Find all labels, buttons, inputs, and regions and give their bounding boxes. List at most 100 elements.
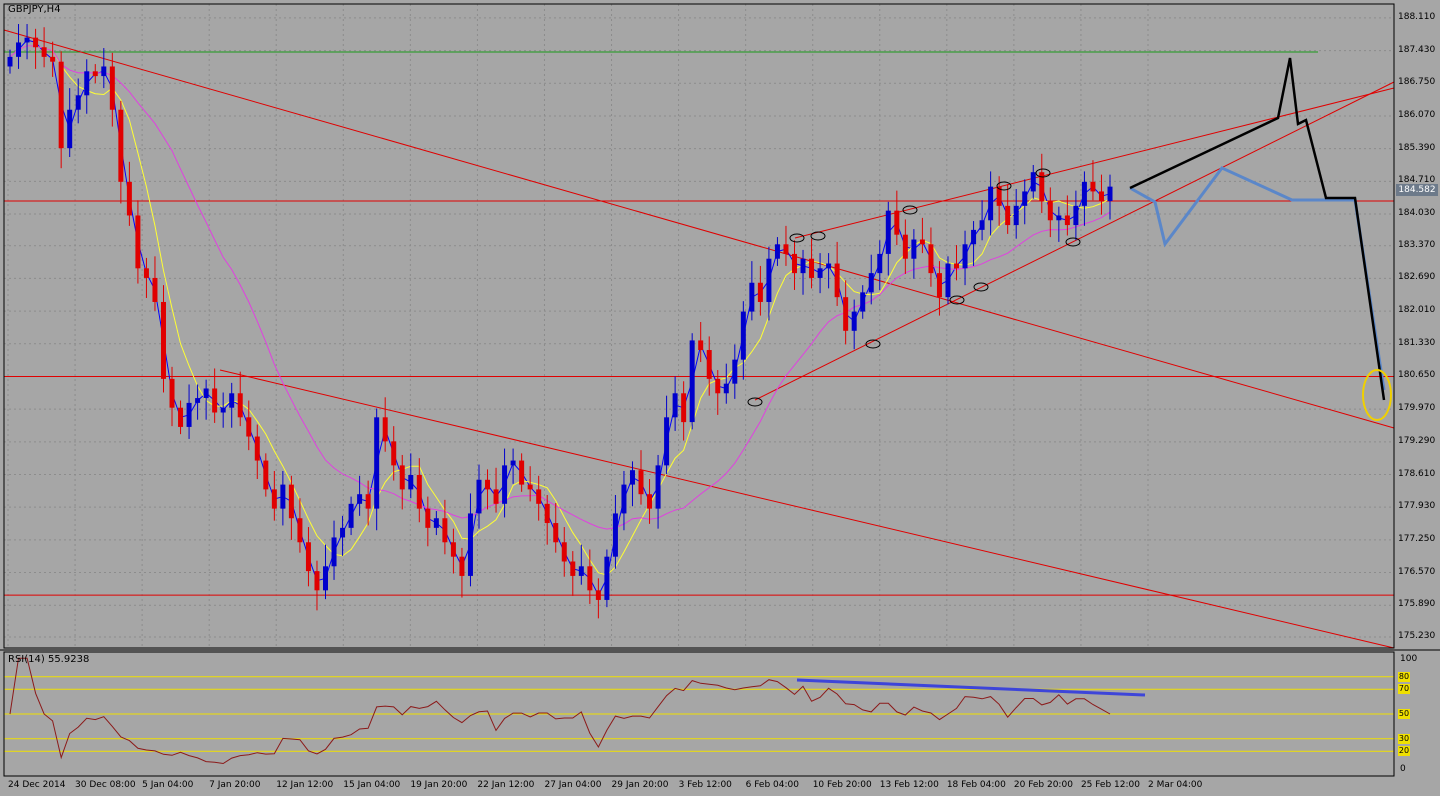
candle-body [587,566,593,591]
candle-body [809,258,815,278]
candle-body [510,460,516,466]
candle-body [749,282,755,312]
time-tick-label: 10 Feb 20:00 [812,780,872,790]
rsi-divergence-line [796,678,1146,697]
candle-body [391,441,397,466]
candle-body [672,393,678,418]
candle-body [314,571,320,591]
price-tick-label: 176.570 [1398,566,1436,577]
candle-body [885,210,891,254]
swing-marker [949,295,965,305]
horizontal-levels [4,51,1394,596]
time-tick-label: 15 Jan 04:00 [343,780,401,790]
candle-body [24,37,30,43]
time-tick-label: 25 Feb 12:00 [1080,780,1140,790]
candle-body [186,402,192,427]
candle-body [740,311,746,360]
swing-marker [973,282,989,292]
candle-body [212,388,218,413]
ma-fast-line [9,39,1111,597]
price-tick-label: 175.230 [1398,630,1436,641]
candle-body [1005,205,1011,226]
candle-body [160,301,166,379]
grid [4,4,1394,648]
price-tick-label: 183.370 [1398,239,1436,250]
candle-body [67,109,73,149]
swing-marker [1035,168,1051,178]
candle-body [408,474,414,490]
candle-body [723,383,729,394]
candle-body [894,210,900,235]
rsi-scale-label: 0 [1400,764,1406,774]
candle-body [271,489,277,509]
candle-body [237,393,243,418]
moving-averages [9,39,1111,597]
rsi-level-label: 70 [1398,684,1410,695]
candle-body [433,518,439,528]
ma-mid-line [9,45,1111,576]
candle-body [604,556,610,600]
price-tick-label: 186.750 [1398,77,1436,88]
price-tick-label: 186.070 [1398,109,1436,120]
candle-body [1013,205,1019,226]
candle-body [1039,172,1045,202]
chart-title: GBPJPY,H4 [8,4,61,15]
candle-body [101,66,107,77]
time-tick-label: 22 Jan 12:00 [477,780,535,790]
candle-body [493,489,499,504]
candle-body [485,479,491,490]
candle-body [519,460,525,485]
candle-body [229,393,235,408]
candle-body [783,244,789,254]
candle-body [936,273,942,298]
candle-body [1022,191,1028,206]
candle-body [109,66,115,110]
candle-body [834,263,840,298]
candle-body [527,484,533,490]
candle-body [732,359,738,384]
trendline [754,81,1395,401]
candle-body [962,244,968,269]
candle-body [561,542,567,562]
rsi-scale-label: 100 [1400,654,1418,664]
price-tick-label: 181.330 [1398,337,1436,348]
candle-body [58,61,64,149]
price-tick-label: 177.930 [1398,501,1436,512]
candle-body [467,513,473,576]
time-tick-label: 19 Jan 20:00 [410,780,468,790]
price-tick-label: 179.290 [1398,435,1436,446]
candle-body [860,292,866,312]
price-tick-label: 184.710 [1398,175,1436,186]
candle-body [41,47,47,57]
candle-body [979,220,985,230]
rsi-line [9,657,1111,765]
swing-marker [810,231,826,241]
candle-body [757,282,763,302]
candle-body [323,566,329,591]
candle-body [877,253,883,274]
candle-body [254,436,260,461]
price-tick-label: 182.010 [1398,305,1436,316]
candle-body [638,470,644,495]
candle-body [416,474,422,509]
time-tick-label: 20 Feb 20:00 [1013,780,1073,790]
candle-body [1047,201,1053,221]
price-tick-label: 178.610 [1398,468,1436,479]
candle-body [1081,181,1087,206]
trendlines [3,29,1395,649]
candle-body [1107,186,1113,202]
candle-body [698,340,704,351]
candle-body [629,470,635,485]
candle-body [246,417,252,437]
candle-body [800,258,806,274]
candle-body [791,253,797,274]
price-tick-label: 180.650 [1398,370,1436,381]
chart-frame [3,3,1395,777]
candle-body [126,181,132,216]
time-tick-label: 27 Jan 04:00 [544,780,602,790]
candle-body [16,42,22,57]
time-tick-label: 18 Feb 04:00 [946,780,1006,790]
candle-body [365,494,371,509]
swing-marker [902,205,918,215]
